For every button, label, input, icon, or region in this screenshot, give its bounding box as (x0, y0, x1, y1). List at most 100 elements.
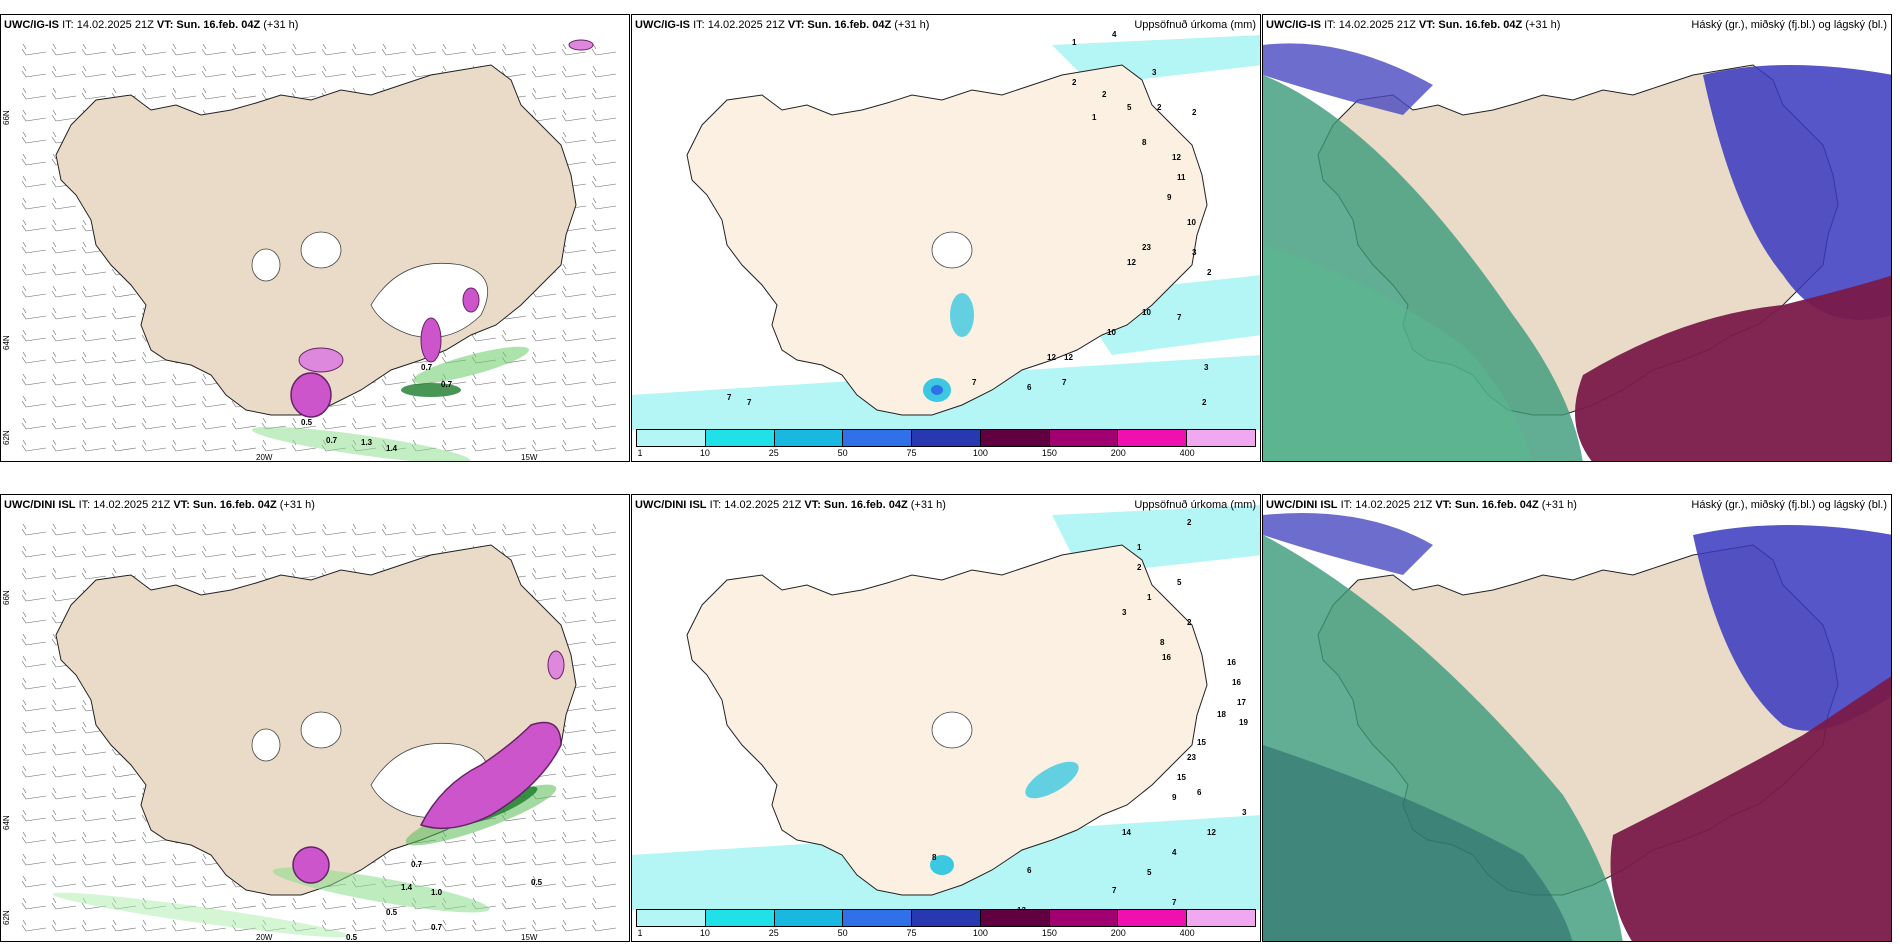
wind-barb (531, 853, 557, 866)
wind-barb (561, 853, 587, 866)
wind-barb (531, 329, 557, 342)
colorbar-swatch (912, 430, 981, 446)
wind-barb (81, 439, 107, 452)
wind-barb (51, 109, 77, 122)
wind-barb (591, 875, 617, 888)
wind-barb (591, 567, 617, 580)
precip-value: 2 (1187, 618, 1192, 627)
colorbar-tick: 1 (637, 448, 643, 458)
wind-barb (501, 329, 527, 342)
wind-barb (141, 43, 167, 56)
wind-barb (111, 809, 137, 822)
precip-value: 12 (1047, 353, 1056, 362)
wind-barb (441, 853, 467, 866)
wind-barb (351, 43, 377, 56)
wind-barb (51, 897, 77, 910)
colorbar-tick: 1 (637, 928, 643, 938)
wind-barb (291, 897, 317, 910)
wind-barb (471, 395, 497, 408)
lon-label: 15W (521, 453, 538, 462)
precip-value: 17 (1237, 698, 1246, 707)
wind-barb (171, 87, 197, 100)
wind-barb (51, 589, 77, 602)
wind-barb (81, 919, 107, 932)
wind-barb (561, 241, 587, 254)
wind-barb (51, 677, 77, 690)
snow-value: 1.0 (431, 888, 443, 897)
precip-value: 23 (1187, 753, 1196, 762)
precip-value: 15 (1197, 738, 1206, 747)
precip-value: 16 (1162, 653, 1171, 662)
wind-barb (261, 545, 287, 558)
wind-barb (501, 831, 527, 844)
wind-barb (171, 43, 197, 56)
wind-barb (351, 897, 377, 910)
wind-barb (21, 633, 47, 646)
wind-barb (231, 65, 257, 78)
wind-barb (51, 765, 77, 778)
wind-barb (561, 523, 587, 536)
wind-barb (51, 351, 77, 364)
wind-barb (81, 43, 107, 56)
wind-barb (531, 919, 557, 932)
wind-barb (141, 439, 167, 452)
wind-barb (111, 765, 137, 778)
colorbar-swatch (705, 910, 775, 926)
wind-barb (591, 241, 617, 254)
colorbar-swatch (1187, 910, 1256, 926)
wind-barb (321, 523, 347, 536)
snow-value: 0.7 (431, 923, 443, 932)
wind-barb (591, 787, 617, 800)
snow-amount-labels: 0.5 0.7 1.4 1.0 0.5 0.7 0.5 (346, 860, 543, 941)
wind-barb (561, 831, 587, 844)
precip-value: 9 (1172, 793, 1177, 802)
panel-title: Uppsöfnuð úrkoma (mm) (1134, 499, 1256, 511)
wind-barb (81, 875, 107, 888)
wind-barb (231, 43, 257, 56)
wind-barb (51, 699, 77, 712)
precip-value: 2 (1202, 398, 1207, 407)
colorbar-tick: 75 (906, 928, 917, 938)
wind-barb (591, 523, 617, 536)
wind-barb (21, 655, 47, 668)
wind-barb (591, 87, 617, 100)
wind-barb (561, 743, 587, 756)
precip-value: 2 (1102, 90, 1107, 99)
precip-value: 2 (1137, 563, 1142, 572)
panel-title: Uppsöfnuð úrkoma (mm) (1134, 19, 1256, 31)
lat-label: 66N (2, 590, 11, 605)
wind-barb (531, 875, 557, 888)
wind-barb (441, 523, 467, 536)
wind-barb (561, 721, 587, 734)
wind-barb (591, 721, 617, 734)
precip-value: 3 (1192, 248, 1197, 257)
lon-label: 20W (256, 453, 273, 462)
wind-snow-map: 0.7 0.7 1.3 1.4 0.7 0.5 66N 64N 62N 20W 15W (2, 39, 617, 462)
wind-barb (81, 373, 107, 386)
wind-barb (141, 831, 167, 844)
wind-barb (21, 897, 47, 910)
precip-magenta (290, 39, 594, 418)
panel-header: UWC/DINI ISL IT: 14.02.2025 21Z VT: Sun.… (635, 499, 946, 511)
wind-barb (81, 395, 107, 408)
wind-barb (141, 373, 167, 386)
wind-barb (141, 545, 167, 558)
wind-barb (531, 897, 557, 910)
wind-barb (561, 417, 587, 430)
wind-barb (141, 853, 167, 866)
wind-barb (81, 417, 107, 430)
precip-colorbar: 1 10 25 50 75 100 150 200 400 (636, 909, 1256, 939)
snow-value: 1.3 (361, 438, 373, 447)
wind-barb (561, 285, 587, 298)
lat-label: 64N (2, 815, 11, 830)
colorbar-tick: 100 (972, 448, 988, 458)
wind-barb (81, 853, 107, 866)
wind-barb (531, 351, 557, 364)
wind-barb (261, 523, 287, 536)
wind-barb (171, 395, 197, 408)
wind-barb (381, 919, 407, 932)
wind-barb (111, 919, 137, 932)
colorbar-swatch (1187, 430, 1256, 446)
precip-value: 10 (1142, 308, 1151, 317)
wind-barb (561, 351, 587, 364)
